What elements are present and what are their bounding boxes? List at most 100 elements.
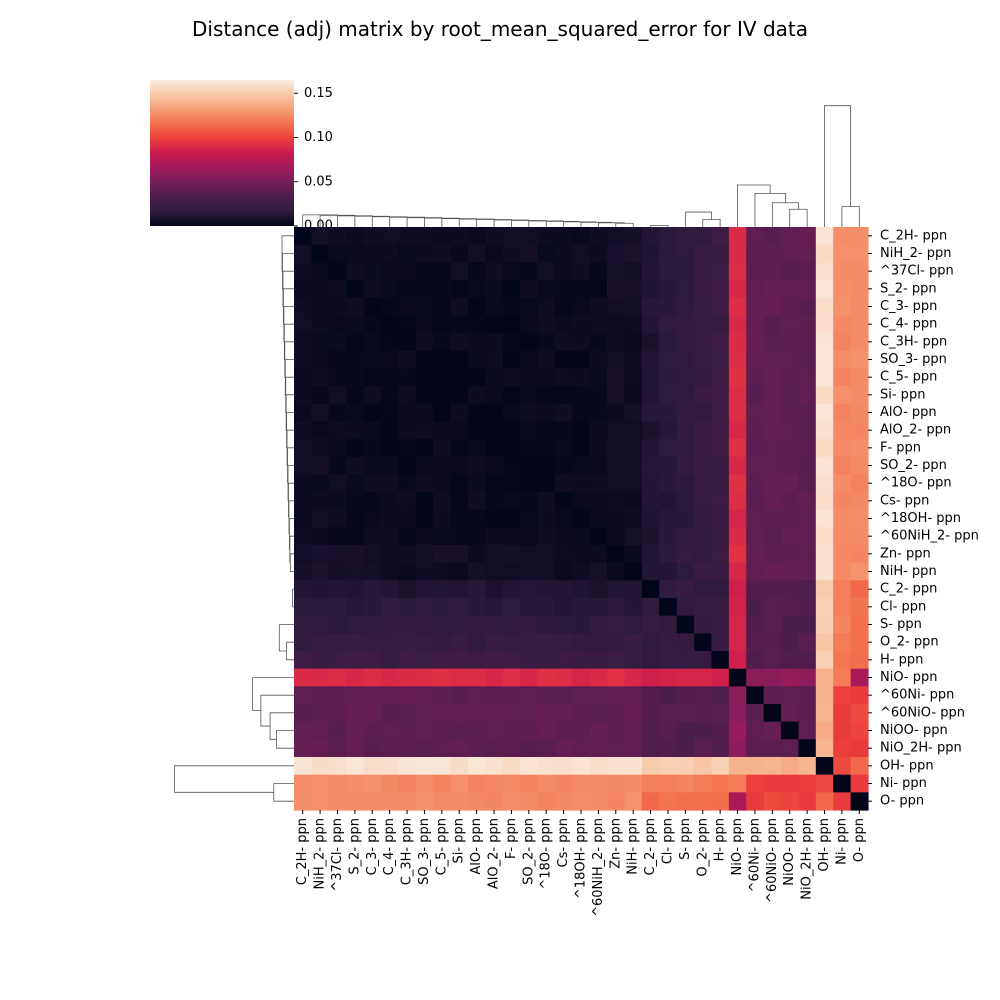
heatmap-cell — [363, 509, 382, 528]
heatmap-cell — [537, 403, 556, 422]
heatmap-cell — [346, 580, 365, 599]
heatmap-cell — [380, 598, 399, 617]
heatmap-cell — [363, 633, 382, 652]
heatmap-cell — [763, 509, 782, 528]
heatmap-cell — [502, 668, 521, 687]
row-label: C_3- ppn — [880, 299, 937, 314]
heatmap-cell — [537, 739, 556, 758]
heatmap-cell — [554, 721, 573, 740]
heatmap-cell — [311, 562, 330, 581]
heatmap-cell — [502, 333, 521, 352]
heatmap-cell — [450, 704, 469, 723]
heatmap-cell — [659, 792, 678, 811]
chart-title: Distance (adj) matrix by root_mean_squar… — [192, 17, 808, 41]
heatmap-cell — [746, 297, 765, 316]
heatmap-cell — [485, 598, 504, 617]
heatmap-cell — [833, 492, 852, 511]
heatmap-cell — [815, 633, 834, 652]
heatmap-cell — [450, 439, 469, 458]
heatmap-cell — [850, 686, 869, 705]
heatmap-cell — [415, 598, 434, 617]
heatmap-cell — [398, 368, 417, 387]
heatmap-cell — [537, 227, 556, 246]
heatmap-cell — [850, 792, 869, 811]
row-label: NiO_2H- ppn — [880, 741, 962, 756]
heatmap-cell — [450, 244, 469, 263]
heatmap-cell — [415, 403, 434, 422]
heatmap-cell — [624, 315, 643, 334]
heatmap-cell — [346, 562, 365, 581]
heatmap-cell — [833, 739, 852, 758]
heatmap-cell — [485, 668, 504, 687]
heatmap-cell — [659, 704, 678, 723]
heatmap-cell — [433, 686, 452, 705]
heatmap-cell — [554, 368, 573, 387]
column-label: ^18O- ppn — [539, 818, 554, 890]
heatmap-cell — [520, 386, 539, 405]
heatmap-cell — [607, 527, 626, 546]
heatmap-cell — [502, 704, 521, 723]
row-label: SO_2- ppn — [880, 458, 947, 473]
heatmap-cell — [659, 757, 678, 776]
heatmap-cell — [328, 739, 347, 758]
heatmap-cell — [624, 651, 643, 670]
heatmap-cell — [763, 527, 782, 546]
heatmap-cell — [502, 580, 521, 599]
heatmap-cell — [311, 421, 330, 440]
heatmap-cell — [363, 668, 382, 687]
heatmap-cell — [659, 350, 678, 369]
heatmap-cell — [485, 386, 504, 405]
heatmap-cell — [850, 633, 869, 652]
heatmap-cell — [641, 668, 660, 687]
heatmap-cell — [607, 492, 626, 511]
heatmap-cell — [850, 227, 869, 246]
heatmap-cell — [450, 527, 469, 546]
heatmap-cell — [450, 633, 469, 652]
heatmap-cell — [659, 580, 678, 599]
heatmap-cell — [833, 527, 852, 546]
heatmap-cell — [624, 704, 643, 723]
heatmap-cell — [728, 562, 747, 581]
heatmap-cell — [763, 580, 782, 599]
heatmap-cell — [502, 421, 521, 440]
heatmap-cell — [311, 280, 330, 299]
heatmap-cell — [433, 439, 452, 458]
heatmap-cell — [502, 721, 521, 740]
heatmap-cell — [311, 315, 330, 334]
dendrogram-link — [173, 765, 294, 793]
heatmap-cell — [433, 227, 452, 246]
heatmap-cell — [328, 633, 347, 652]
heatmap-cell — [294, 774, 312, 793]
heatmap-cell — [694, 227, 713, 246]
heatmap-cell — [589, 633, 608, 652]
heatmap-cell — [798, 580, 817, 599]
heatmap-cell — [641, 757, 660, 776]
heatmap-cell — [781, 368, 800, 387]
heatmap-cell — [572, 562, 591, 581]
heatmap-cell — [520, 244, 539, 263]
heatmap-cell — [450, 315, 469, 334]
heatmap-cell — [485, 350, 504, 369]
heatmap-cell — [554, 739, 573, 758]
heatmap-cell — [798, 651, 817, 670]
column-label: NiOO- ppn — [782, 818, 797, 886]
heatmap-cell — [833, 439, 852, 458]
heatmap-cell — [641, 474, 660, 493]
heatmap-cell — [398, 421, 417, 440]
heatmap-cell — [676, 333, 695, 352]
heatmap-cell — [694, 757, 713, 776]
heatmap-cell — [694, 315, 713, 334]
heatmap-cell — [833, 474, 852, 493]
heatmap-cell — [763, 686, 782, 705]
heatmap-cell — [659, 368, 678, 387]
heatmap-cell — [467, 598, 486, 617]
heatmap-cell — [380, 439, 399, 458]
heatmap-cell — [433, 350, 452, 369]
heatmap-cell — [520, 333, 539, 352]
heatmap-cell — [711, 333, 730, 352]
heatmap-cell — [694, 545, 713, 564]
heatmap-cell — [746, 686, 765, 705]
heatmap-cell — [781, 704, 800, 723]
heatmap-cell — [676, 774, 695, 793]
heatmap-cell — [537, 757, 556, 776]
